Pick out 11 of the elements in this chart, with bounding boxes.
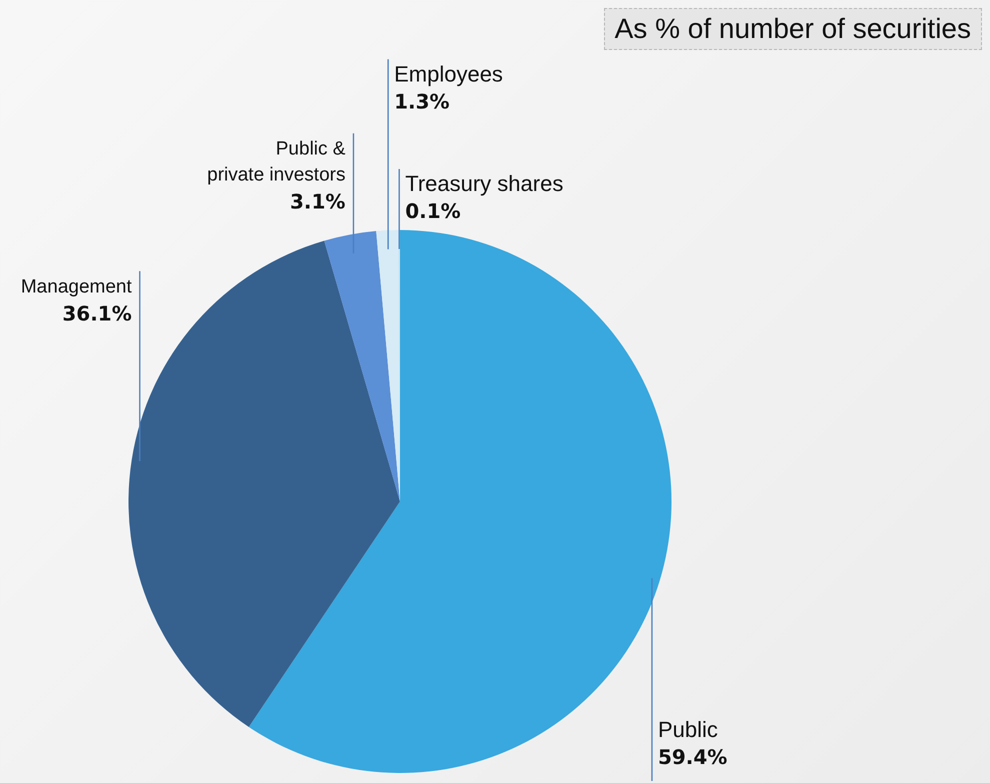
slice-label: Treasury shares <box>405 171 564 196</box>
data-label: 0.1% <box>405 199 461 224</box>
slice-label: Public <box>658 717 718 742</box>
data-label: 59.4% <box>658 745 728 770</box>
data-label: 1.3% <box>394 89 450 114</box>
text: As % of number of securities <box>604 8 982 50</box>
data-label: 36.1% <box>62 301 132 326</box>
slice-label: Employees <box>394 61 503 86</box>
slice-label: Public & private investors <box>207 138 346 186</box>
data-label: 3.1% <box>290 190 346 214</box>
slice-label: Management <box>20 276 132 298</box>
